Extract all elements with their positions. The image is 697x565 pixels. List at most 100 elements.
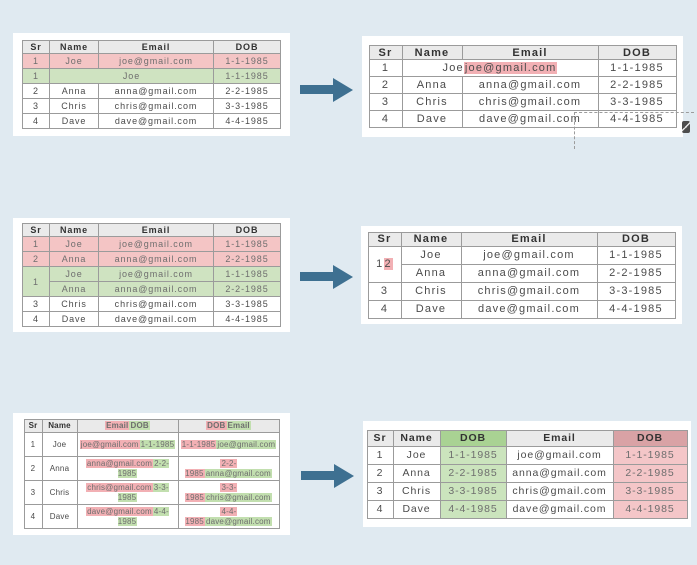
cell-dob: 3-3-1985: [213, 98, 281, 114]
cell-name: Anna: [49, 251, 99, 267]
table-row: 4 Dave dave@gmail.com 4-4-1985: [368, 110, 677, 128]
col-header-dob: DOB: [213, 40, 281, 54]
cell-name: Dave: [401, 110, 463, 128]
table-header-row: Sr Name Email DOB DOB Email: [23, 419, 280, 433]
merged-result-row: 12 Joe joe@gmail.com 1-1-1985: [367, 245, 676, 283]
cell-email: joe@gmail.com: [98, 266, 214, 282]
table-row: 1 Joe 1-1-1985 joe@gmail.com 1-1-1985: [366, 445, 688, 465]
col-header-name: Name: [49, 223, 99, 237]
cell-email: dave@gmail.com: [98, 113, 214, 129]
cell-sr: 2: [22, 251, 50, 267]
cell-email: chris@gmail.com: [461, 93, 599, 111]
cell-sr: 2: [23, 456, 43, 481]
cell-email: anna@gmail.com: [98, 251, 214, 267]
example3-after-table-panel: Sr Name DOB Email DOB 1 Joe 1-1-1985 joe…: [363, 421, 691, 527]
table-header-row: Sr Name Email DOB: [367, 231, 676, 247]
cell-email: chris@gmail.com: [98, 296, 214, 312]
cell-email: chris@gmail.com: [460, 281, 598, 301]
cell-email: anna@gmail.com: [460, 263, 598, 283]
example2-before-table-panel: Sr Name Email DOB 1 Joe joe@gmail.com 1-…: [13, 218, 290, 332]
email-part: dave@gmail.com: [86, 506, 153, 516]
arrow-head: [333, 77, 353, 102]
cell-dob: 2-2-1985: [213, 83, 281, 99]
col-header-name: Name: [49, 40, 99, 54]
example1-after-table-panel: Sr Name Email DOB 1 Joejoe@gmail.com 1-1…: [362, 36, 683, 137]
col-header-sr: Sr: [366, 429, 394, 447]
right-arrow-icon: [300, 77, 353, 102]
cell-name: Dave: [392, 499, 441, 519]
mouse-cursor-icon: [682, 121, 690, 133]
cell-dob: 1-1-1985: [213, 68, 281, 84]
cell-dob: 2-2-1985: [213, 251, 281, 267]
overwritten-value-highlight: joe@gmail.com: [463, 62, 558, 74]
right-arrow-icon: [300, 264, 353, 289]
email-part: joe@gmail.com: [216, 439, 277, 449]
cell-sr: 1: [22, 53, 50, 69]
cell-dob: 2-2-1985: [596, 263, 676, 283]
cell-dob-kept: 3-3-1985: [439, 481, 507, 501]
example2-after-table-panel: Sr Name Email DOB 12 Joe joe@gmail.com 1…: [361, 226, 682, 324]
cell-name: Joe: [41, 432, 78, 457]
right-arrow-icon: [301, 463, 354, 488]
cell-email: chris@gmail.com: [505, 481, 614, 501]
cell-sr: 2: [368, 76, 403, 94]
cell-name: Anna: [392, 463, 441, 483]
table-row: 3 Chris chris@gmail.com 3-3-1985: [22, 98, 281, 114]
dob-part: 1-1-1985: [139, 439, 176, 449]
cell-dob-email: 3-3-1985 chris@gmail.com: [177, 480, 280, 505]
cell-name: Chris: [49, 296, 99, 312]
cell-email: joe@gmail.com: [98, 53, 214, 69]
email-header-highlight: Email: [105, 421, 130, 430]
cell-sr: 2: [366, 463, 394, 483]
col-header-sr: Sr: [22, 40, 50, 54]
col-header-email-dob: Email DOB: [76, 419, 179, 433]
cell-sr: 1: [366, 445, 394, 465]
table-row: 3 Chris chris@gmail.com 3-3-1985 3-3-1985…: [23, 480, 280, 505]
table-header-row: Sr Name DOB Email DOB: [366, 429, 688, 447]
cell-name: Dave: [49, 311, 99, 327]
merged-result-row: 1 Joejoe@gmail.com 1-1-1985: [368, 59, 677, 77]
kept-value: Joe: [442, 62, 464, 74]
merged-result-row: 1 Joe joe@gmail.com 1-1-1985: [22, 266, 281, 297]
cell-sr: 4: [22, 113, 50, 129]
cell-name: Dave: [41, 504, 78, 529]
example2-after-table: Sr Name Email DOB 12 Joe joe@gmail.com 1…: [367, 231, 676, 319]
col-header-dob: DOB: [213, 223, 281, 237]
cell-sr: 1: [22, 236, 50, 252]
table-row: 2 Anna anna@gmail.com 2-2-1985: [368, 76, 677, 94]
cell-dob: 1-1-1985: [213, 53, 281, 69]
email-part: joe@gmail.com: [79, 439, 140, 449]
source-row-highlighted: 2 Anna anna@gmail.com 2-2-1985: [22, 251, 281, 267]
cell-dob: 1-1-1985: [597, 59, 677, 77]
cell-sr: 2: [22, 83, 50, 99]
col-header-email: Email: [98, 223, 214, 237]
col-header-email: Email: [98, 40, 214, 54]
cell-sr: 1: [368, 59, 403, 77]
example3-before-table: Sr Name Email DOB DOB Email 1 Joe joe@gmai…: [23, 419, 280, 529]
cell-name: Chris: [41, 480, 78, 505]
cell-email: chris@gmail.com: [98, 98, 214, 114]
table-row: 2 Anna anna@gmail.com 2-2-1985: [22, 83, 281, 99]
cell-dob-removed: 4-4-1985: [612, 499, 688, 519]
col-header-name: Name: [401, 45, 463, 60]
cell-dob: 2-2-1985: [213, 281, 281, 297]
cell-name: Dave: [400, 299, 462, 319]
arrow-shaft: [300, 85, 333, 94]
merged-result-row: Anna anna@gmail.com 2-2-1985: [368, 263, 676, 283]
col-header-email: Email: [461, 45, 599, 60]
cell-email: dave@gmail.com: [460, 299, 598, 319]
table-row: 4 Dave dave@gmail.com 4-4-1985: [22, 113, 281, 129]
cell-dob: 1-1-1985: [596, 245, 676, 265]
cell-dob: 1-1-1985: [213, 266, 281, 282]
cell-name: Anna: [41, 456, 78, 481]
cell-dob-email: 4-4-1985 dave@gmail.com: [177, 504, 280, 529]
email-part: dave@gmail.com: [204, 516, 272, 526]
cell-email: anna@gmail.com: [98, 83, 214, 99]
cell-email-dob: chris@gmail.com 3-3-1985: [76, 480, 179, 505]
cell-email: anna@gmail.com: [98, 281, 214, 297]
cell-email-dob: anna@gmail.com 2-2-1985: [76, 456, 179, 481]
cell-sr: 1: [22, 68, 50, 84]
cell-email-dob: dave@gmail.com 4-4-1985: [76, 504, 179, 529]
merged-result-row: Anna anna@gmail.com 2-2-1985: [23, 281, 281, 297]
